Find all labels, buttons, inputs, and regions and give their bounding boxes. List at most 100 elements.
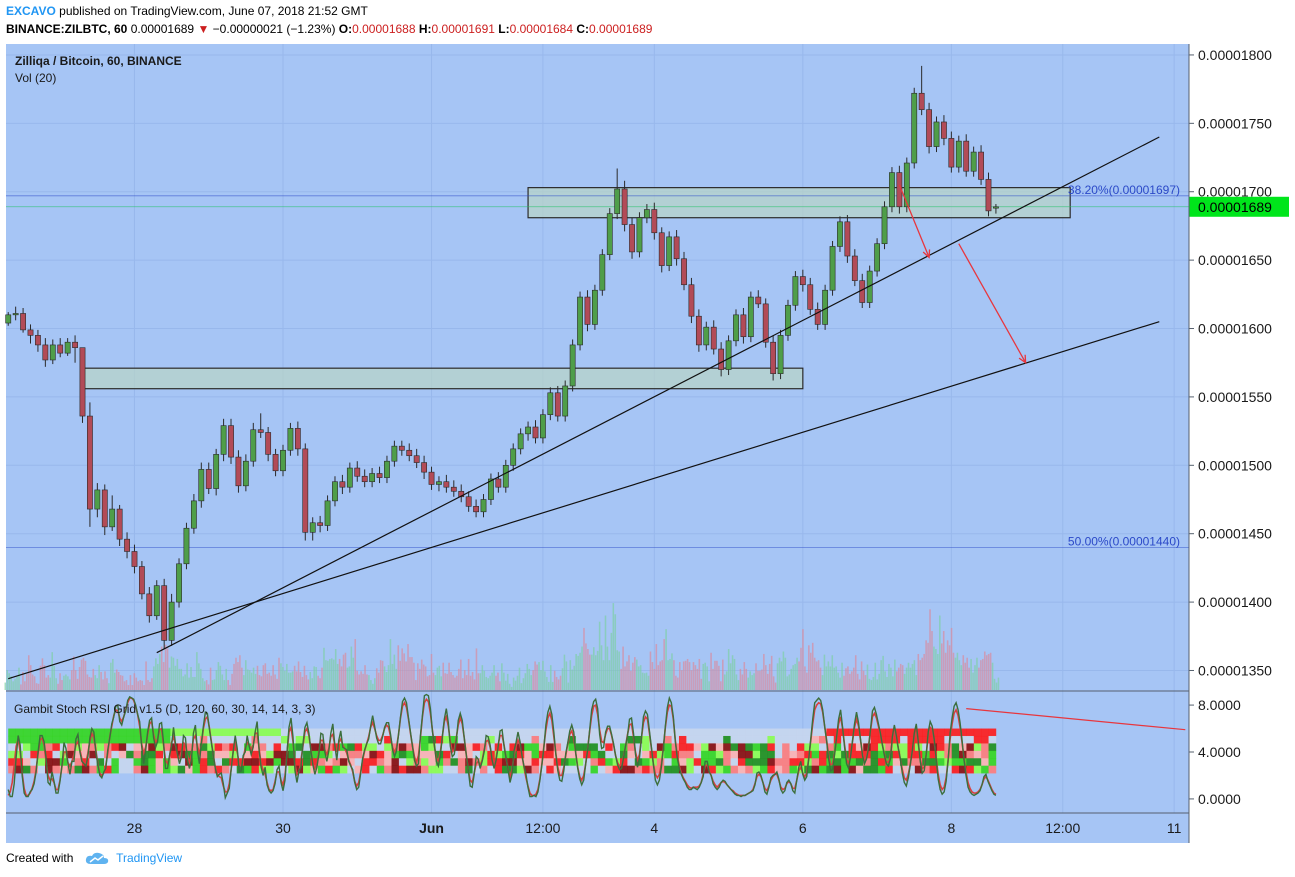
stoch-grid-cell <box>369 743 378 752</box>
volume-bar <box>698 658 701 690</box>
candle <box>948 131 955 173</box>
stoch-grid-cell <box>693 735 702 744</box>
candle <box>49 339 56 365</box>
volume-bar <box>49 677 52 690</box>
volume-bar <box>33 676 36 690</box>
stoch-grid-cell <box>789 765 798 774</box>
stoch-grid-cell <box>45 743 53 752</box>
stoch-grid-cell <box>413 758 422 766</box>
publisher-name[interactable]: EXCAVO <box>6 4 56 18</box>
trendline <box>8 321 1160 680</box>
volume-bar <box>248 670 251 690</box>
stoch-grid-cell <box>723 743 731 752</box>
stoch-grid-cell <box>531 750 540 759</box>
stoch-grid-cell <box>472 743 481 752</box>
candle-body <box>851 255 858 281</box>
volume-bar <box>559 675 562 690</box>
stoch-grid-cell <box>30 758 39 766</box>
volume-bar <box>749 671 751 690</box>
stoch-grid-cell <box>796 735 805 744</box>
volume-bar <box>268 672 271 690</box>
volume-bar <box>596 650 599 690</box>
stoch-grid-cell <box>531 743 540 752</box>
candle-body <box>57 344 64 354</box>
volume-bar <box>950 627 953 690</box>
stoch-grid-cell <box>435 735 444 744</box>
volume-bar <box>389 639 392 690</box>
candle <box>777 329 784 380</box>
stoch-grid-cell <box>885 743 894 752</box>
volume-bar <box>194 676 196 690</box>
stoch-grid-cell <box>693 765 702 774</box>
tradingview-brand[interactable]: TradingView <box>116 851 183 865</box>
stoch-grid-cell <box>885 765 894 774</box>
stoch-grid-cell <box>45 750 53 759</box>
stoch-grid-cell <box>391 765 400 774</box>
candle <box>562 380 569 422</box>
volume-bar <box>508 683 511 690</box>
volume-bar <box>894 659 896 690</box>
stoch-grid-cell <box>8 750 16 759</box>
stoch-grid-cell <box>332 728 341 737</box>
volume-bar <box>112 658 114 690</box>
volume-bar <box>811 642 814 690</box>
volume-bar <box>448 662 450 690</box>
volume-bar <box>735 674 738 690</box>
volume-bar <box>845 668 847 690</box>
candle-body <box>933 121 940 147</box>
candle <box>198 462 205 508</box>
stoch-grid-cell <box>104 758 112 766</box>
candle-body <box>547 392 554 415</box>
stoch-rsi-label: Gambit Stoch RSI Grid v1.5 (D, 120, 60, … <box>14 702 315 716</box>
volume-bar <box>843 675 845 690</box>
volume-bar <box>731 655 734 690</box>
candle <box>183 522 190 570</box>
volume-bar <box>784 657 787 690</box>
volume-bar <box>336 663 339 690</box>
stoch-grid-cell <box>664 735 672 744</box>
stoch-grid-cell <box>207 750 215 759</box>
volume-bar <box>741 674 744 690</box>
candle <box>933 116 940 153</box>
volume-bar <box>987 653 990 690</box>
volume-bar <box>31 674 34 690</box>
volume-bar <box>39 665 42 690</box>
stoch-grid-cell <box>914 758 923 766</box>
stoch-grid-cell <box>199 750 208 759</box>
stoch-grid-cell <box>907 728 916 737</box>
candle-body <box>49 344 56 361</box>
volume-bar <box>160 646 163 690</box>
candle <box>473 499 479 518</box>
volume-bar <box>921 657 923 690</box>
volume-bar <box>505 680 507 690</box>
volume-bar <box>911 663 914 690</box>
candle <box>911 87 918 169</box>
stoch-grid-cell <box>472 728 481 737</box>
candle <box>577 291 583 351</box>
volume-bar <box>667 660 669 690</box>
volume-bar <box>841 662 843 690</box>
volume-bar <box>227 680 229 690</box>
stoch-grid-cell <box>52 735 61 744</box>
stoch-grid-cell <box>804 728 812 737</box>
stoch-grid-cell <box>81 743 90 752</box>
stoch-grid-cell <box>413 743 422 752</box>
volume-bar <box>340 666 343 690</box>
volume-bar <box>634 657 636 690</box>
volume-bar <box>622 646 624 690</box>
candle-body <box>889 172 895 208</box>
volume-bar <box>196 652 198 690</box>
published-text: published on TradingView.com, June 07, 2… <box>59 4 368 18</box>
stoch-grid-cell <box>207 765 215 774</box>
volume-bar <box>481 665 484 690</box>
stoch-grid-cell <box>752 743 761 752</box>
volume-bar <box>176 658 179 690</box>
stoch-grid-cell <box>907 765 916 774</box>
volume-bar <box>22 671 24 690</box>
volume-bar <box>270 675 272 690</box>
stoch-grid-cell <box>841 728 849 737</box>
candle <box>354 461 361 482</box>
candle <box>228 418 234 464</box>
stoch-grid-cell <box>819 735 827 744</box>
